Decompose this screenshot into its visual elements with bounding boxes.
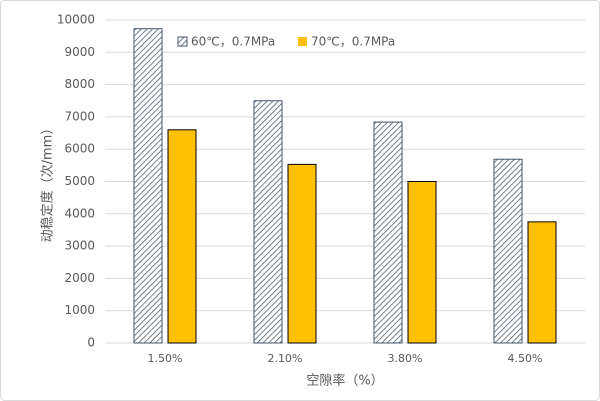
y-tick-label: 10000 [57, 13, 95, 27]
bar [407, 181, 437, 344]
x-tick-label: 3.80% [388, 352, 423, 365]
x-tick-label: 1.50% [148, 352, 183, 365]
legend-swatch [298, 37, 307, 46]
bar [493, 158, 523, 344]
y-tick-label: 6000 [64, 142, 95, 156]
x-tick-label: 4.50% [508, 352, 543, 365]
y-tick-label: 2000 [64, 271, 95, 285]
y-axis-label: 动稳定度（次/mm） [40, 122, 56, 243]
y-tick-label: 5000 [64, 174, 95, 188]
x-axis-label: 空隙率（%） [306, 373, 383, 389]
y-tick-label: 8000 [64, 77, 95, 91]
bar [133, 28, 163, 344]
y-tick-label: 3000 [64, 239, 95, 253]
y-tick-label: 9000 [64, 45, 95, 59]
x-tick-label: 2.10% [268, 352, 303, 365]
y-tick-label: 1000 [64, 303, 95, 317]
legend-label: 60℃，0.7MPa [191, 35, 275, 49]
y-tick-label: 4000 [64, 206, 95, 220]
bar [253, 100, 283, 344]
legend-swatch [177, 36, 188, 47]
legend-label: 70℃，0.7MPa [311, 35, 395, 49]
bar [527, 221, 557, 344]
bar [167, 129, 197, 344]
y-tick-label: 0 [87, 336, 95, 350]
bar [287, 163, 317, 344]
bar [373, 121, 403, 344]
y-tick-label: 7000 [64, 109, 95, 123]
